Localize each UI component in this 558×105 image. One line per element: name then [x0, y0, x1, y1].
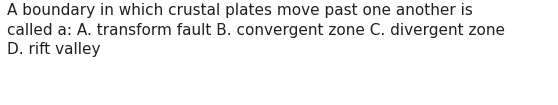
Text: A boundary in which crustal plates move past one another is
called a: A. transfo: A boundary in which crustal plates move …: [7, 3, 505, 57]
